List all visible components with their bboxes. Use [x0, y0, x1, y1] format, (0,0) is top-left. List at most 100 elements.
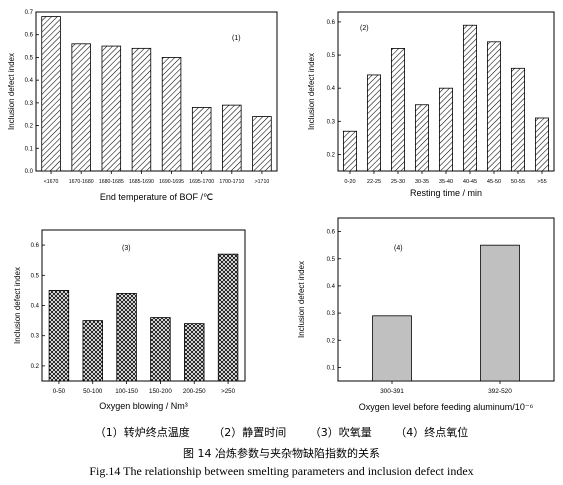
y-tick-label: 0.6	[25, 33, 34, 39]
x-tick-label: 40-45	[463, 179, 477, 185]
x-axis-label: End temperature of BOF /℃	[100, 192, 213, 202]
bar	[101, 45, 122, 172]
y-tick-label: 0.0	[25, 169, 34, 175]
bar	[41, 16, 61, 172]
bar	[82, 320, 103, 382]
x-tick-label: 45-50	[487, 179, 501, 185]
chart-panel-2: 0.2 0.3 0.4 0.5 0.6 0-20 22-25 25-30 30-35 35-40 4…	[307, 11, 555, 198]
y-tick-label: 0.4	[25, 78, 34, 84]
x-tick-label: 392-520	[488, 388, 512, 395]
bar	[252, 116, 272, 172]
x-tick-label: 30-35	[415, 179, 429, 185]
y-axis-label: Inclusion defect index	[307, 53, 316, 130]
x-tick-label: 22-25	[367, 179, 381, 185]
bar	[510, 67, 525, 172]
panel-label: (1)	[232, 35, 241, 42]
bar	[71, 43, 91, 172]
bar	[366, 74, 381, 172]
bar	[480, 244, 520, 382]
legend-item-3: （3）吹氧量	[309, 426, 372, 439]
panel-legend-caption: （1）转炉终点温度 （2）静置时间 （3）吹氧量 （4）终点氧位	[0, 424, 563, 440]
y-tick-label: 0.2	[327, 338, 336, 344]
y-tick-label: 0.2	[31, 364, 40, 370]
bar	[390, 48, 405, 172]
x-axis-label: Oxygen blowing / Nm³	[99, 401, 188, 411]
panel-label: (3)	[122, 245, 131, 252]
bar	[116, 293, 137, 382]
y-tick-label: 0.4	[31, 304, 40, 310]
figure-caption-cn: 图 14 冶炼参数与夹杂物缺陷指数的关系	[183, 447, 380, 460]
y-tick-label: 0.5	[25, 55, 34, 61]
bar	[535, 117, 550, 172]
bar	[48, 289, 70, 382]
plot-frame	[41, 229, 246, 382]
y-tick-label: 0.1	[327, 365, 336, 371]
y-tick-label: 0.4	[327, 284, 336, 290]
chart-panel-3: 0.2 0.3 0.4 0.5 0.6 0-50 50-100 100-150 150-200 2…	[13, 229, 246, 411]
x-tick-label: 1690-1695	[159, 179, 184, 185]
y-tick-label: 0.3	[25, 101, 34, 107]
y-tick-label: 0.6	[31, 243, 40, 249]
y-tick-label: 0.3	[327, 119, 336, 125]
y-tick-label: 0.6	[327, 20, 336, 26]
bar	[161, 57, 182, 172]
x-tick-label: <1670	[44, 179, 59, 185]
x-tick-label: 1680-1685	[99, 179, 124, 185]
y-tick-label: 0.6	[327, 230, 336, 236]
x-axis-label: Resting time / min	[410, 188, 482, 198]
bar	[462, 24, 477, 172]
y-tick-label: 0.4	[327, 86, 336, 92]
bar	[438, 87, 453, 172]
x-tick-label: >250	[221, 388, 235, 395]
y-tick-label: 0.5	[327, 53, 336, 59]
x-tick-label: 100-150	[115, 388, 138, 395]
y-tick-label: 0.5	[327, 257, 336, 263]
legend-item-4: （4）终点氧位	[395, 426, 469, 439]
x-tick-label: 200-250	[183, 388, 206, 395]
bar	[486, 41, 501, 172]
figure-caption-en: Fig.14 The relationship between smelting…	[89, 464, 474, 478]
bar	[217, 253, 239, 382]
x-tick-label: >1710	[255, 179, 270, 185]
chart-panel-1: 0.0 0.1 0.2 0.3 0.4 0.5 0.6 0.7 <1670 1670-1680 16…	[7, 10, 278, 202]
y-tick-label: 0.1	[25, 146, 34, 152]
legend-item-1: （1）转炉终点温度	[94, 426, 190, 439]
x-tick-label: 300-391	[380, 388, 404, 395]
panel-label: (2)	[360, 25, 369, 32]
x-tick-label: 35-40	[439, 179, 453, 185]
plot-frame	[337, 217, 555, 382]
x-axis-label: Oxygen level before feeding aluminum/10⁻…	[359, 402, 534, 412]
y-axis-label: Inclusion defect index	[13, 267, 22, 344]
y-tick-label: 0.3	[31, 334, 40, 340]
y-tick-label: 0.2	[25, 124, 34, 130]
bar	[414, 104, 429, 172]
y-tick-label: 0.2	[327, 152, 336, 158]
bar	[131, 47, 152, 172]
bar	[184, 323, 205, 382]
x-tick-label: 50-55	[511, 179, 525, 185]
x-tick-label: 0-20	[344, 179, 355, 185]
bar	[342, 130, 357, 172]
panel-label: (4)	[394, 245, 403, 252]
y-axis-label: Inclusion defect index	[297, 261, 306, 338]
x-tick-label: 0-50	[53, 388, 66, 395]
bar	[150, 317, 171, 382]
x-tick-label: 1685-1690	[129, 179, 154, 185]
y-axis-label: Inclusion defect index	[7, 53, 16, 130]
bar	[191, 107, 212, 172]
bar	[372, 315, 412, 382]
x-tick-label: 1670-1680	[69, 179, 94, 185]
x-tick-label: 25-30	[391, 179, 405, 185]
y-tick-label: 0.7	[25, 10, 34, 16]
chart-panel-4: 0.1 0.2 0.3 0.4 0.5 0.6 300-391 392-520 (4) Oxyge…	[297, 217, 555, 412]
x-tick-label: >55	[537, 179, 547, 185]
bar	[222, 104, 242, 172]
x-tick-label: 150-200	[149, 388, 172, 395]
legend-item-2: （2）静置时间	[213, 426, 287, 439]
x-tick-label: 1695-1700	[189, 179, 214, 185]
x-tick-label: 1700-1710	[219, 179, 244, 185]
y-tick-label: 0.5	[31, 273, 40, 279]
x-tick-label: 50-100	[83, 388, 103, 395]
plot-frame	[35, 11, 278, 172]
